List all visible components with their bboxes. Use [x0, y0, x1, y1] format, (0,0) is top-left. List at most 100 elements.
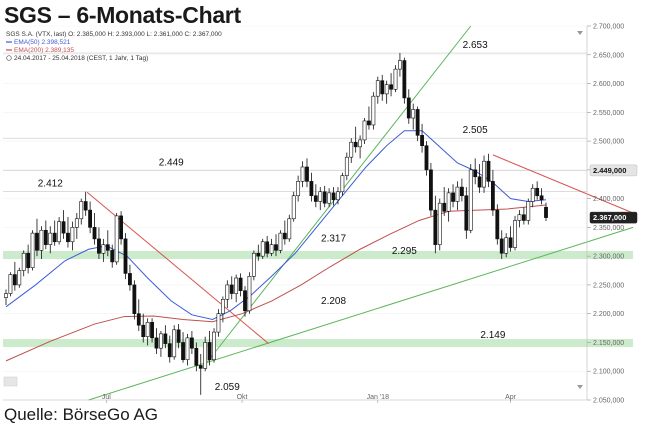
candle-body: [176, 329, 181, 343]
candle: [12, 261, 17, 291]
candle: [154, 328, 159, 354]
candle-body: [460, 186, 464, 197]
candle-body: [136, 313, 141, 326]
scroll-controls[interactable]: [3, 31, 583, 389]
candle-body: [291, 195, 296, 220]
candle-body: [114, 215, 119, 263]
candle: [251, 250, 256, 281]
candle: [535, 181, 540, 200]
candle-body: [544, 206, 548, 218]
candle-body: [358, 139, 362, 148]
candle-body: [110, 250, 115, 263]
candle-body: [185, 337, 190, 361]
candle-body: [154, 337, 159, 349]
x-tick-label: Okt: [237, 394, 248, 401]
level-label: 2.505: [463, 125, 488, 136]
scroll-down-icon[interactable]: [577, 385, 583, 389]
x-axis: Jul Okt Jan '18 Apr: [3, 394, 587, 403]
candle: [185, 333, 190, 366]
candle: [136, 299, 141, 331]
support-zone: [3, 250, 633, 260]
candle-body: [468, 169, 473, 231]
level-label: 2.149: [480, 330, 505, 341]
candle-body: [318, 191, 323, 202]
candle: [26, 244, 31, 274]
candle: [300, 161, 305, 188]
zoom-handle[interactable]: [3, 376, 18, 387]
candle: [327, 188, 332, 208]
candle-body: [74, 218, 79, 228]
candle: [123, 233, 128, 280]
candle: [141, 313, 146, 343]
y-tick-label: 2.650,000: [593, 52, 624, 59]
candle-body: [296, 181, 301, 197]
candle: [52, 220, 57, 246]
candle-body: [181, 342, 185, 361]
candle-body: [26, 252, 31, 268]
candle: [163, 325, 168, 349]
candle-body: [513, 220, 517, 248]
level-label: 2.449: [159, 157, 184, 168]
candle: [256, 244, 261, 261]
candle-body: [43, 229, 48, 245]
candle: [495, 204, 500, 245]
candle: [274, 234, 278, 257]
x-tick-label: Jul: [102, 394, 111, 401]
clock-icon: [6, 55, 12, 61]
candle: [181, 332, 185, 363]
candle-body: [203, 342, 208, 369]
candle-body: [530, 187, 535, 202]
candle-body: [70, 227, 75, 243]
candle-body: [380, 80, 385, 95]
candle: [460, 178, 464, 202]
candle: [291, 191, 296, 222]
candle-body: [194, 347, 199, 366]
candle-body: [92, 227, 97, 240]
candle-body: [353, 141, 358, 148]
candle-body: [287, 218, 292, 240]
candle-body: [105, 244, 110, 251]
candle-body: [424, 145, 429, 171]
candle: [318, 187, 323, 211]
candle-body: [495, 209, 500, 240]
candle-body: [150, 322, 154, 339]
candle-body: [119, 215, 123, 240]
candle: [344, 152, 349, 181]
level-label: 2.412: [38, 179, 63, 190]
candle-body: [446, 192, 451, 212]
candle: [220, 296, 225, 323]
candle: [380, 74, 385, 101]
trendline: [492, 154, 634, 214]
candle: [358, 135, 362, 159]
candle-body: [216, 313, 221, 333]
support-zone: [3, 339, 633, 348]
candle: [437, 198, 442, 251]
y-tick-label: 2.700,000: [593, 24, 624, 31]
candle-body: [300, 166, 305, 182]
candle: [305, 158, 309, 188]
candle-body: [190, 337, 194, 349]
candle-body: [482, 160, 486, 188]
candle: [499, 230, 504, 260]
candle-body: [398, 60, 402, 70]
candle-body: [305, 166, 309, 182]
price-badge-box: [589, 211, 638, 224]
price-badges: 2.449,000 2.367,000: [589, 164, 638, 224]
price-badge-label: 2.449,000: [593, 166, 626, 175]
scroll-up-icon[interactable]: [577, 31, 583, 35]
candle: [88, 201, 92, 234]
candle-body: [48, 232, 53, 245]
ema200-line: [5, 204, 547, 362]
candle-body: [486, 160, 491, 182]
y-tick-label: 2.400,000: [593, 196, 624, 203]
candle: [79, 198, 84, 225]
candle-body: [39, 229, 44, 251]
info-ema200: EMA(200) 2.389,135: [14, 47, 74, 54]
info-period: 24.04.2017 - 25.04.2018 (CEST, 1 Jahr, 1…: [14, 55, 148, 62]
y-tick-label: 2.100,000: [593, 369, 624, 376]
candle: [83, 191, 88, 216]
candle: [415, 106, 420, 142]
candle-body: [274, 244, 278, 251]
candle: [309, 172, 314, 202]
candle: [35, 218, 39, 257]
